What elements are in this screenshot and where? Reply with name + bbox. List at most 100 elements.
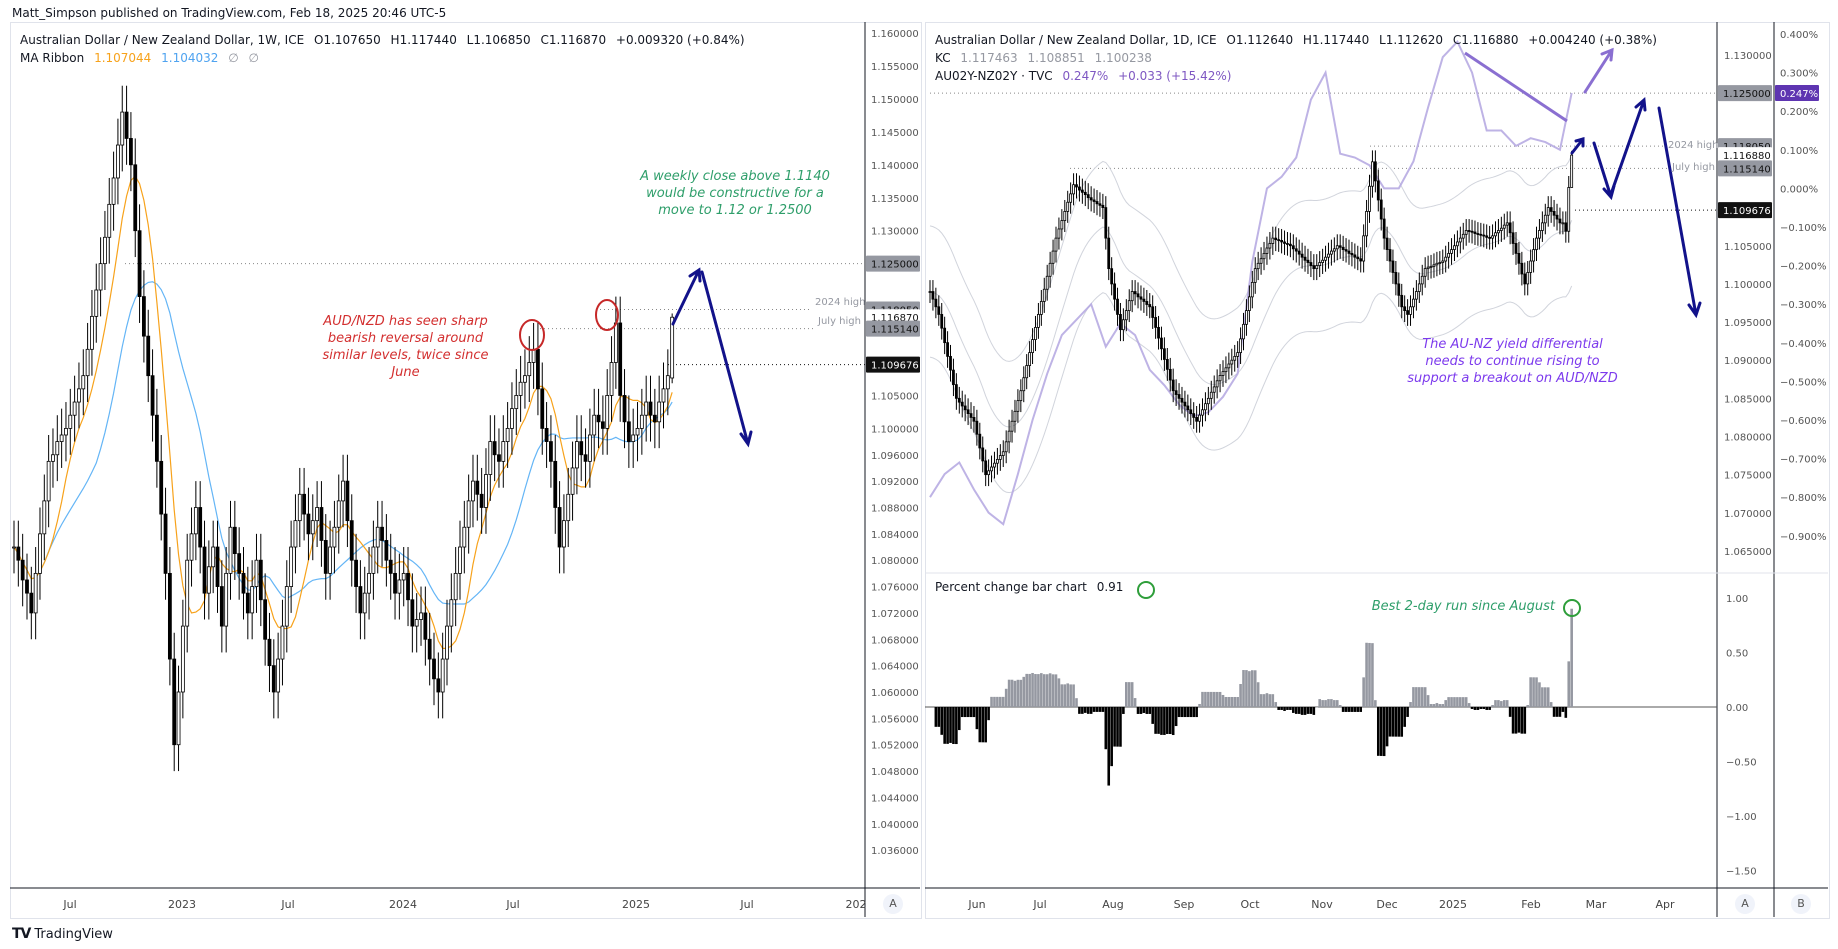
percent-bar[interactable] [1001,696,1005,707]
candle[interactable] [427,612,432,686]
percent-bar[interactable] [1007,679,1011,707]
candle[interactable] [1236,341,1240,368]
reversal-circle[interactable] [519,319,545,351]
percent-bar[interactable] [1538,682,1541,707]
candle[interactable] [609,336,614,422]
candle[interactable] [38,507,42,600]
candle[interactable] [1373,150,1377,193]
candle[interactable] [1514,232,1518,265]
candle[interactable] [146,309,151,403]
candle[interactable] [1206,386,1210,416]
candle[interactable] [371,520,376,600]
percent-bar[interactable] [1514,707,1518,734]
candle[interactable] [1268,232,1272,260]
candle[interactable] [59,408,64,468]
kc-lower-line[interactable] [929,285,1573,494]
percent-bar[interactable] [943,707,946,744]
percent-bar[interactable] [1450,697,1453,707]
candle[interactable] [1538,219,1541,250]
candle[interactable] [1338,234,1342,259]
percent-bar[interactable] [1570,608,1573,707]
candle[interactable] [1461,222,1465,250]
candle[interactable] [1479,222,1483,247]
candle[interactable] [575,415,579,495]
ma-slow-line[interactable] [13,281,673,605]
candle[interactable] [258,533,263,627]
candle[interactable] [1089,186,1093,212]
candle[interactable] [1239,327,1242,365]
candle[interactable] [55,415,60,482]
candle[interactable] [172,632,177,772]
candle[interactable] [25,553,29,620]
percent-bar[interactable] [1356,707,1360,712]
candle[interactable] [1113,272,1116,311]
percent-bar[interactable] [1262,694,1266,707]
candle[interactable] [984,449,988,487]
percent-bar[interactable] [952,707,955,744]
candle[interactable] [1450,238,1453,265]
percent-bar[interactable] [1435,703,1439,707]
candle[interactable] [1066,190,1070,223]
candle[interactable] [116,118,120,205]
candle[interactable] [1174,379,1178,406]
percent-bar[interactable] [1154,707,1157,734]
candle[interactable] [237,527,242,600]
percent-bar[interactable] [999,696,1002,707]
percent-bar[interactable] [966,707,970,718]
candle[interactable] [180,599,185,719]
candle[interactable] [1218,364,1222,393]
percent-bar[interactable] [1388,707,1392,737]
candle[interactable] [978,422,982,460]
percent-bar[interactable] [1488,707,1491,710]
candle[interactable] [1163,337,1166,371]
percent-bar[interactable] [1347,707,1351,712]
candle[interactable] [1160,326,1163,361]
candle[interactable] [219,560,224,653]
candle[interactable] [1001,440,1005,468]
candle[interactable] [1154,306,1158,339]
candle[interactable] [1359,247,1363,273]
candle[interactable] [1192,402,1196,429]
candle[interactable] [1473,220,1477,245]
arrow-up-icon[interactable] [1570,137,1585,155]
percent-bar[interactable] [1508,707,1512,717]
candle[interactable] [33,547,38,640]
daily-chart-pane[interactable] [925,22,1830,919]
candle[interactable] [1535,226,1538,262]
arrow-up-icon[interactable] [1609,96,1647,196]
candle[interactable] [449,573,454,653]
percent-bar[interactable] [1192,707,1195,718]
candle[interactable] [972,405,976,433]
candle[interactable] [1177,383,1181,410]
percent-bar[interactable] [1403,707,1406,727]
candle[interactable] [1376,169,1380,212]
candle[interactable] [12,520,16,574]
percent-bar[interactable] [1034,674,1037,707]
candle[interactable] [310,494,315,561]
percent-bar[interactable] [1315,707,1319,708]
percent-bar[interactable] [1283,707,1286,711]
candle[interactable] [1526,261,1530,296]
percent-bar[interactable] [972,707,976,718]
best-run-note[interactable]: Best 2-day run since August [1371,599,1555,614]
percent-bar[interactable] [1271,694,1275,707]
candle[interactable] [622,369,627,449]
percent-bar[interactable] [1456,697,1459,707]
yield-differential-line[interactable] [929,39,1573,526]
candle[interactable] [440,632,445,719]
percent-bar[interactable] [1218,691,1222,707]
candle[interactable] [1180,386,1184,414]
candle[interactable] [419,586,423,646]
candle[interactable] [345,454,350,548]
yield-trendline[interactable] [1464,51,1568,123]
candle[interactable] [280,599,285,686]
candle[interactable] [375,500,380,574]
candle[interactable] [1201,398,1204,427]
candle[interactable] [98,237,103,317]
candle[interactable] [1388,238,1392,273]
percent-bar[interactable] [1438,704,1442,707]
percent-bar[interactable] [1470,707,1474,709]
candle[interactable] [1215,369,1219,399]
percent-bar[interactable] [1397,707,1401,737]
candle[interactable] [445,599,449,686]
